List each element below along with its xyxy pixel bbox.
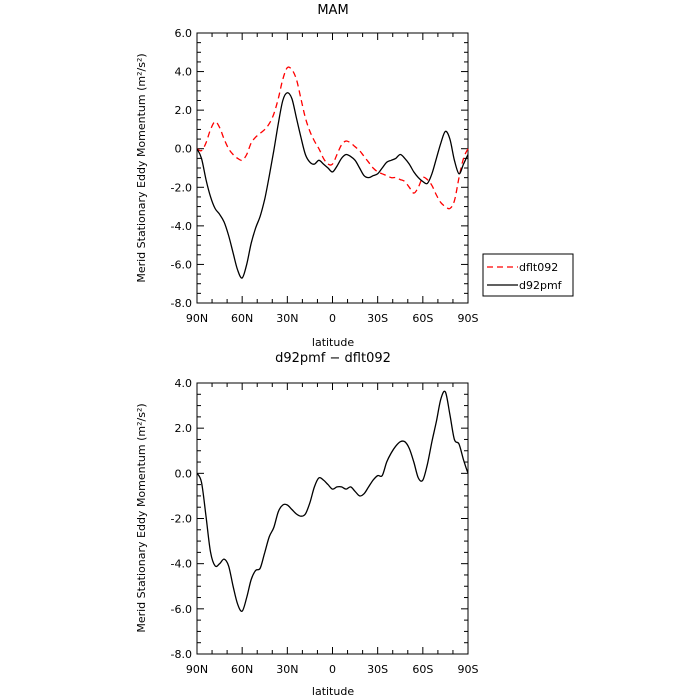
x-tick-label: 60S <box>412 663 433 676</box>
plot-frame <box>196 382 469 655</box>
x-tick-label: 60N <box>231 663 253 676</box>
y-tick-label: 0.0 <box>175 467 193 480</box>
y-tick-label: -2.0 <box>171 181 192 194</box>
series-lines <box>196 66 469 279</box>
series-line-d92pmf <box>196 92 469 279</box>
legend-box <box>482 253 574 297</box>
y-tick-label: -6.0 <box>171 603 192 616</box>
series-lines <box>196 390 469 612</box>
plot-frame <box>196 32 469 304</box>
y-tick-label: 2.0 <box>175 422 193 435</box>
y-axis: -8.0 -6.0 -4.0 -2.0 0.0 2.0 4.0 <box>171 377 468 661</box>
legend: dflt092 d92pmf <box>482 253 574 297</box>
y-axis: -8.0 -6.0 -4.0 -2.0 0.0 2.0 4.0 6.0 <box>171 27 468 310</box>
chart-panel-difference: d92pmf − dflt092 90N 60N 30N 0 30S 60S 90S -8.… <box>135 351 479 698</box>
x-tick-label: 30N <box>276 663 298 676</box>
y-tick-label: -2.0 <box>171 513 192 526</box>
x-tick-label: 90N <box>186 312 208 325</box>
x-axis: 90N 60N 30N 0 30S 60S 90S <box>186 33 479 325</box>
x-tick-label: 60S <box>412 312 433 325</box>
x-tick-label: 90N <box>186 663 208 676</box>
x-axis: 90N 60N 30N 0 30S 60S 90S <box>186 383 479 676</box>
chart-title: MAM <box>317 3 348 18</box>
series-line-series-0 <box>196 390 469 612</box>
y-tick-label: -6.0 <box>171 258 192 271</box>
y-tick-label: -8.0 <box>171 648 192 661</box>
chart-title: d92pmf − dflt092 <box>275 351 391 366</box>
y-axis-label: Merid Stationary Eddy Momentum (m²/s²) <box>135 403 148 632</box>
y-tick-label: -8.0 <box>171 297 192 310</box>
legend-label-dflt092: dflt092 <box>519 261 558 274</box>
x-tick-label: 30S <box>367 312 388 325</box>
y-tick-label: 4.0 <box>175 66 193 79</box>
y-tick-label: 6.0 <box>175 27 193 40</box>
series-line-dflt092 <box>196 66 469 210</box>
x-tick-label: 90S <box>458 312 479 325</box>
x-tick-label: 0 <box>329 312 336 325</box>
y-axis-label: Merid Stationary Eddy Momentum (m²/s²) <box>135 53 148 282</box>
x-tick-label: 60N <box>231 312 253 325</box>
x-tick-label: 30N <box>276 312 298 325</box>
x-tick-label: 0 <box>329 663 336 676</box>
x-tick-label: 30S <box>367 663 388 676</box>
chart-panel-mam: MAM 90N 60N 30N 0 30S 60S 90S -8.0 -6.0 -4.0 -2.0… <box>135 3 479 349</box>
x-axis-label: latitude <box>312 685 354 698</box>
y-tick-label: -4.0 <box>171 558 192 571</box>
x-tick-label: 90S <box>458 663 479 676</box>
x-axis-label: latitude <box>312 336 354 349</box>
legend-label-d92pmf: d92pmf <box>519 279 563 292</box>
y-tick-label: 4.0 <box>175 377 193 390</box>
y-tick-label: 0.0 <box>175 143 193 156</box>
y-tick-label: -4.0 <box>171 220 192 233</box>
y-tick-label: 2.0 <box>175 104 193 117</box>
